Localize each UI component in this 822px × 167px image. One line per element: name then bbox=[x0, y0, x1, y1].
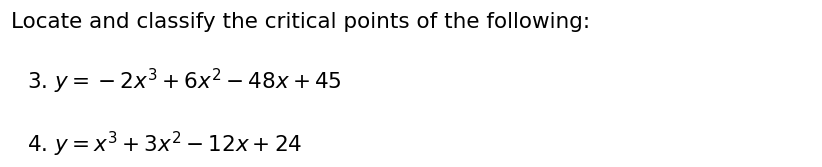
Text: 4. $y = x^3 + 3x^2 - 12x + 24$: 4. $y = x^3 + 3x^2 - 12x + 24$ bbox=[27, 130, 302, 159]
Text: Locate and classify the critical points of the following:: Locate and classify the critical points … bbox=[11, 12, 590, 32]
Text: 3. $y = -2x^3 + 6x^2 - 48x + 45$: 3. $y = -2x^3 + 6x^2 - 48x + 45$ bbox=[27, 67, 342, 96]
